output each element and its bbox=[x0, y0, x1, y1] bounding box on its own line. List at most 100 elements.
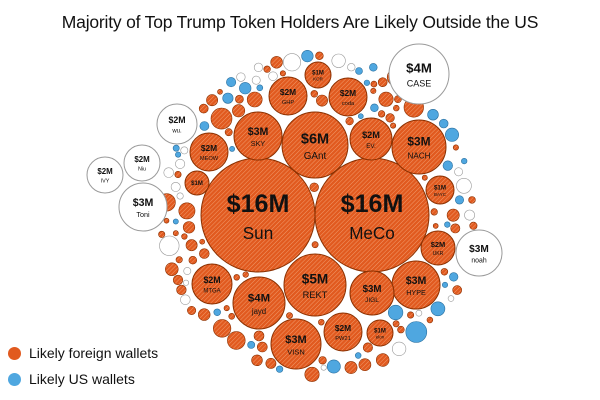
bubble-wu: $2M wu. bbox=[156, 103, 198, 145]
small-us-bubble bbox=[276, 365, 284, 373]
bubble-value-label: $3M bbox=[469, 244, 489, 255]
small-foreign-bubble bbox=[426, 316, 434, 324]
bubble-circle bbox=[425, 175, 455, 205]
bubble-value-label: $3M bbox=[133, 197, 154, 209]
small-us-bubble bbox=[388, 304, 404, 321]
us-dot-icon bbox=[8, 372, 21, 386]
small-foreign-bubble bbox=[315, 51, 324, 60]
small-us-bubble bbox=[441, 281, 448, 288]
bubble-name-label: coda bbox=[342, 101, 355, 107]
bubble-name-label: KOR bbox=[313, 76, 324, 81]
small-unknown-bubble bbox=[282, 53, 301, 72]
small-foreign-bubble bbox=[309, 182, 319, 193]
small-unknown-bubble bbox=[175, 158, 186, 169]
small-foreign-bubble bbox=[440, 268, 449, 276]
bubble-value-label: $2M bbox=[340, 88, 356, 98]
bubble-name-label: GAnt bbox=[304, 151, 327, 162]
bubble-name-label: MTGA bbox=[203, 288, 220, 294]
bubble-rekt: $5M REKT bbox=[283, 253, 347, 317]
bubble-value-label: $4M bbox=[248, 293, 270, 305]
small-us-bubble bbox=[172, 218, 179, 225]
small-foreign-bubble bbox=[232, 104, 246, 118]
bubble-case: $4M CASE bbox=[388, 43, 450, 105]
small-foreign-bubble bbox=[265, 357, 277, 369]
bubble-value-label: $1M bbox=[374, 328, 386, 334]
bubble-name-label: SKY bbox=[251, 139, 266, 148]
small-us-bubble bbox=[247, 340, 256, 349]
small-foreign-bubble bbox=[217, 89, 223, 95]
small-foreign-bubble bbox=[450, 223, 461, 234]
legend-item-us: Likely US wallets bbox=[8, 366, 158, 392]
small-foreign-bubble bbox=[224, 128, 233, 137]
bubble-name-label: Niu bbox=[138, 167, 146, 173]
bubble-mtga: $2M MTGA bbox=[191, 263, 233, 305]
bubble-value-label: $1M bbox=[312, 70, 324, 76]
small-foreign-bubble bbox=[163, 217, 170, 224]
small-us-bubble bbox=[439, 118, 449, 129]
small-foreign-bubble bbox=[370, 80, 378, 88]
bubble-ghp: $2M GHP bbox=[268, 76, 308, 116]
small-foreign-bubble bbox=[198, 103, 209, 114]
bubble-value-label: $2M bbox=[431, 240, 446, 249]
bubble-value-label: $2M bbox=[168, 115, 185, 125]
bubble-value-label: $2M bbox=[335, 323, 351, 333]
bubble-value-label: $3M bbox=[406, 275, 427, 287]
small-us-bubble bbox=[427, 108, 439, 121]
small-foreign-bubble bbox=[376, 353, 390, 367]
chart-title: Majority of Top Trump Token Holders Are … bbox=[61, 12, 539, 32]
small-foreign-bubble bbox=[251, 354, 263, 366]
small-foreign-bubble bbox=[263, 65, 271, 73]
bubble-circle bbox=[123, 144, 161, 182]
bubble-circle bbox=[191, 263, 233, 305]
small-us-bubble bbox=[449, 272, 459, 282]
bubble-value-label: $2M bbox=[97, 167, 113, 176]
bubble-name-label: UKR bbox=[433, 251, 444, 257]
small-foreign-bubble bbox=[432, 223, 439, 229]
bubble-sun: $16M Sun bbox=[200, 157, 316, 273]
small-us-bubble bbox=[444, 221, 451, 228]
small-us-bubble bbox=[405, 321, 428, 343]
legend-item-foreign: Likely foreign wallets bbox=[8, 340, 158, 366]
bubble-value-label: $2M bbox=[280, 87, 296, 97]
small-foreign-bubble bbox=[316, 94, 328, 107]
bubble-circle bbox=[86, 156, 124, 194]
bubble-value-label: $2M bbox=[203, 275, 220, 285]
bubble-ukr: $2M UKR bbox=[420, 230, 456, 266]
small-foreign-bubble bbox=[178, 202, 196, 220]
small-unknown-bubble bbox=[268, 71, 278, 81]
small-us-bubble bbox=[442, 160, 453, 171]
small-unknown-bubble bbox=[454, 167, 463, 177]
bubble-coda: $2M coda bbox=[328, 77, 368, 117]
small-foreign-bubble bbox=[393, 104, 400, 112]
small-foreign-bubble bbox=[172, 274, 184, 286]
bubble-meow: $2M MEOW bbox=[189, 132, 229, 172]
small-unknown-bubble bbox=[163, 167, 174, 178]
bubble-circle bbox=[281, 111, 349, 179]
bubble-name-label: IVY bbox=[101, 179, 110, 185]
small-us-bubble bbox=[461, 158, 468, 165]
small-foreign-bubble bbox=[187, 305, 197, 315]
small-foreign-bubble bbox=[279, 70, 286, 77]
small-foreign-bubble bbox=[213, 319, 232, 338]
bubble-circle bbox=[189, 132, 229, 172]
small-us-bubble bbox=[430, 301, 446, 317]
bubble-value-label: $16M bbox=[227, 190, 290, 218]
bubble-nach: $3M NACH bbox=[391, 119, 447, 175]
small-us-bubble bbox=[454, 195, 464, 205]
small-foreign-bubble bbox=[345, 116, 354, 126]
small-unknown-bubble bbox=[180, 294, 191, 305]
small-unknown-bubble bbox=[170, 181, 181, 192]
small-foreign-bubble bbox=[469, 221, 478, 230]
small-unknown-bubble bbox=[320, 364, 327, 371]
small-us-bubble bbox=[355, 352, 362, 359]
small-foreign-bubble bbox=[227, 331, 246, 350]
bubble-gant: $6M GAnt bbox=[281, 111, 349, 179]
bubble-value-label: $4M bbox=[406, 61, 432, 76]
bubble-circle bbox=[420, 230, 456, 266]
small-foreign-bubble bbox=[286, 312, 293, 319]
small-foreign-bubble bbox=[397, 325, 405, 334]
bubble-circle bbox=[270, 318, 322, 370]
small-foreign-bubble bbox=[198, 308, 211, 321]
bubble-circle bbox=[388, 43, 450, 105]
